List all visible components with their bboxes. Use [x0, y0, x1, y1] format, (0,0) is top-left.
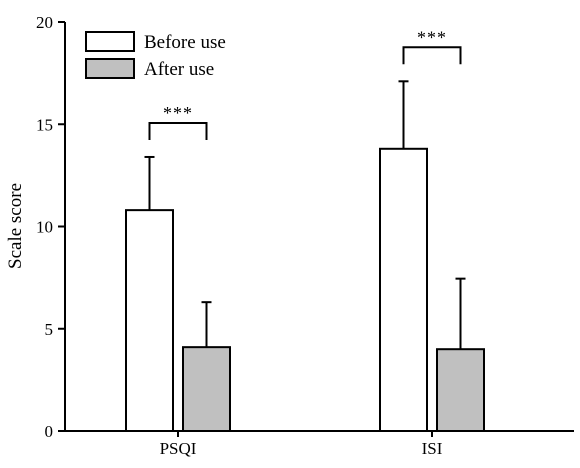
- legend-swatch-after: [85, 58, 135, 79]
- bar-isi-after: [436, 348, 485, 433]
- significance-bracket: [402, 46, 462, 65]
- bar-psqi-after: [182, 346, 231, 432]
- y-tick-label: 5: [45, 320, 54, 339]
- bar-psqi-before: [125, 209, 174, 432]
- y-tick-label: 20: [36, 13, 53, 32]
- y-tick-label: 0: [45, 422, 54, 441]
- y-tick-label: 10: [36, 218, 53, 237]
- plot-area: [125, 80, 485, 433]
- significance-label: ***: [417, 27, 447, 47]
- legend: Before use After use: [85, 31, 226, 80]
- y-axis-ticks: 0 5 10 15 20: [36, 13, 65, 441]
- x-tick-label: ISI: [422, 439, 443, 458]
- significance-bracket: [148, 121, 208, 140]
- legend-label-after: After use: [144, 59, 214, 80]
- legend-label-before: Before use: [144, 32, 226, 53]
- significance-label: ***: [163, 103, 193, 123]
- bar-isi-before: [379, 147, 428, 432]
- x-axis-labels: PSQI ISI: [160, 431, 443, 458]
- y-axis-title: Scale score: [5, 183, 26, 269]
- x-tick-label: PSQI: [160, 439, 197, 458]
- significance-annotations: *** ***: [148, 27, 462, 140]
- legend-swatch-before: [85, 31, 135, 52]
- y-tick-label: 15: [36, 115, 53, 134]
